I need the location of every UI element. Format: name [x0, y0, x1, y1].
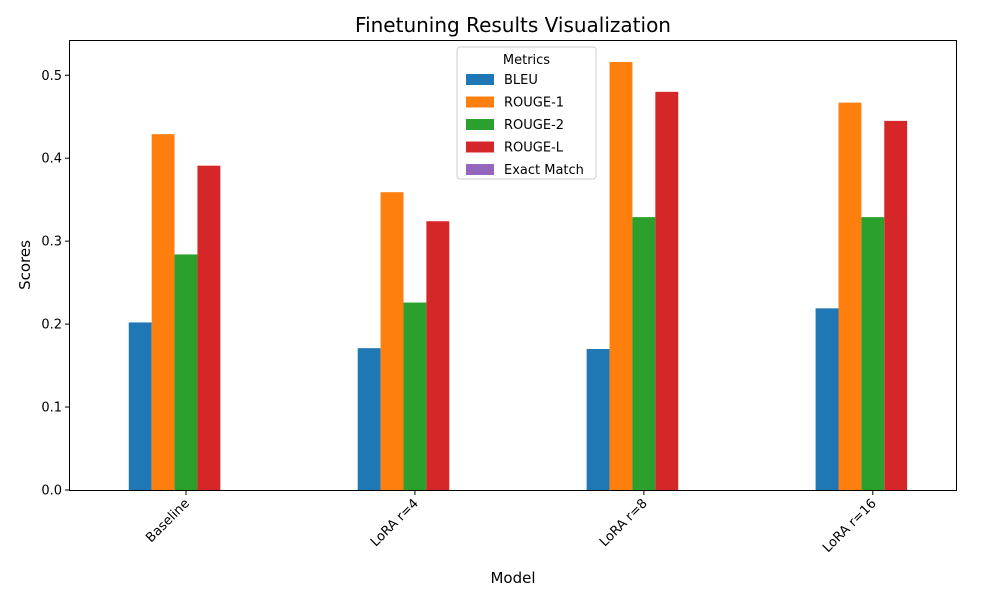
legend-label: BLEU [504, 73, 538, 88]
bar-rouge-l-3 [884, 120, 908, 490]
bar-rouge-1-0 [151, 134, 175, 490]
legend-label: ROUGE-2 [504, 118, 564, 133]
legend-swatch [466, 96, 494, 108]
bar-rouge-l-2 [655, 91, 679, 490]
bar-rouge-1-1 [380, 192, 404, 490]
y-axis: 0.0 0.1 0.2 0.3 0.4 0.5 [41, 69, 70, 499]
y-tick-label: 0.4 [41, 152, 62, 167]
legend-swatch [466, 141, 494, 153]
y-tick-label: 0.0 [41, 484, 62, 499]
bar-rouge-2-1 [403, 302, 427, 490]
bars-group [128, 61, 908, 491]
bar-rouge-l-1 [426, 221, 450, 491]
bar-bleu-3 [815, 308, 839, 490]
legend-label: Exact Match [504, 163, 584, 178]
legend-label: ROUGE-L [504, 141, 564, 156]
y-tick-label: 0.1 [41, 401, 62, 416]
legend-title: Metrics [503, 53, 550, 68]
legend-swatch [466, 119, 494, 130]
bar-rouge-1-2 [609, 61, 633, 490]
x-axis-label: Model [490, 569, 535, 587]
bar-bleu-2 [586, 348, 610, 490]
legend-swatch [466, 74, 494, 85]
y-tick-label: 0.3 [41, 235, 62, 250]
bar-bleu-1 [357, 348, 381, 490]
bar-rouge-l-0 [197, 165, 221, 491]
bar-rouge-1-3 [838, 102, 862, 490]
y-tick-label: 0.5 [41, 69, 62, 84]
plot-frame [69, 40, 957, 491]
legend: Metrics BLEU ROUGE-1 ROUGE-2 ROUGE-L Exact M… [456, 46, 597, 180]
y-tick-label: 0.2 [41, 318, 62, 333]
bar-rouge-2-3 [861, 217, 885, 490]
bar-rouge-2-0 [174, 254, 198, 490]
bar-bleu-0 [128, 322, 152, 490]
bar-rouge-2-2 [632, 217, 656, 490]
y-axis-label: Scores [16, 240, 34, 290]
legend-swatch [466, 164, 494, 175]
chart-title: Finetuning Results Visualization [355, 13, 671, 37]
legend-label: ROUGE-1 [504, 96, 564, 111]
